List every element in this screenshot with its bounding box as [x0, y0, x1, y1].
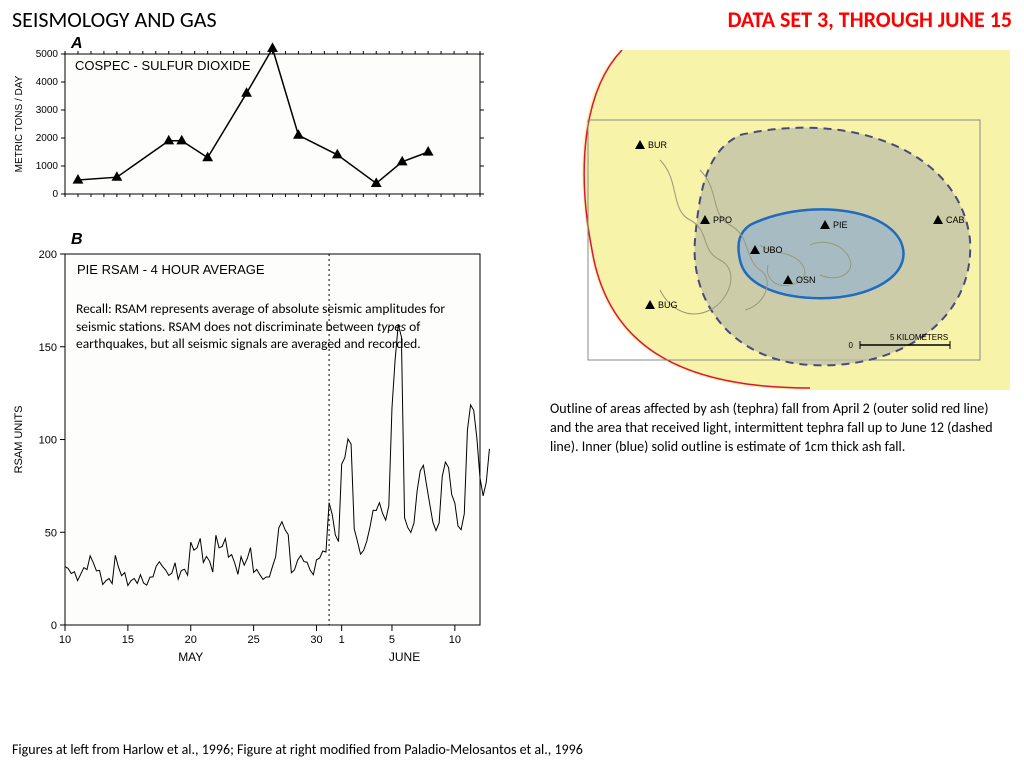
svg-text:100: 100 [39, 435, 57, 447]
rsam-note-ital: types [377, 318, 406, 335]
svg-text:BUG: BUG [658, 300, 678, 310]
svg-text:CAB: CAB [946, 215, 965, 225]
svg-text:4000: 4000 [36, 77, 59, 88]
svg-text:0: 0 [52, 189, 58, 200]
chart-a: A METRIC TONS / DAY 0 1000 2000 3000 4000 5000 C… [10, 34, 490, 204]
svg-text:B: B [71, 231, 83, 248]
svg-text:PPO: PPO [713, 215, 732, 225]
svg-text:3000: 3000 [36, 105, 59, 116]
title-right: DATA SET 3, THROUGH JUNE 15 [728, 6, 1012, 33]
svg-text:1000: 1000 [36, 161, 59, 172]
svg-text:A: A [70, 35, 83, 52]
map: BUR PPO PIE CAB UBO BUG OSN 0 5 KILOMETERS [550, 50, 1010, 390]
svg-text:150: 150 [39, 342, 57, 354]
rsam-note: Recall: RSAM represents average of absol… [76, 300, 476, 353]
svg-text:RSAM UNITS: RSAM UNITS [13, 406, 25, 474]
svg-text:10: 10 [59, 634, 71, 646]
svg-text:PIE RSAM - 4 HOUR AVERAGE: PIE RSAM - 4 HOUR AVERAGE [77, 262, 265, 277]
svg-text:METRIC TONS / DAY: METRIC TONS / DAY [14, 75, 25, 172]
title-left: SEISMOLOGY AND GAS [12, 6, 217, 33]
page: SEISMOLOGY AND GAS DATA SET 3, THROUGH J… [0, 0, 1024, 768]
footer-citation: Figures at left from Harlow et al., 1996… [12, 741, 583, 758]
svg-text:5000: 5000 [36, 49, 59, 60]
svg-text:PIE: PIE [833, 220, 848, 230]
map-caption: Outline of areas affected by ash (tephra… [550, 400, 1010, 457]
svg-text:2000: 2000 [36, 133, 59, 144]
svg-text:UBO: UBO [763, 245, 783, 255]
svg-text:COSPEC - SULFUR DIOXIDE: COSPEC - SULFUR DIOXIDE [75, 58, 251, 73]
svg-text:15: 15 [122, 634, 134, 646]
svg-text:5: 5 [389, 634, 395, 646]
svg-text:1: 1 [339, 634, 345, 646]
svg-text:OSN: OSN [796, 275, 816, 285]
svg-text:0: 0 [51, 620, 57, 632]
svg-text:200: 200 [39, 249, 57, 261]
svg-text:BUR: BUR [648, 140, 668, 150]
svg-text:MAY: MAY [178, 650, 203, 664]
svg-text:10: 10 [449, 634, 461, 646]
svg-text:5 KILOMETERS: 5 KILOMETERS [890, 333, 948, 342]
svg-text:20: 20 [185, 634, 197, 646]
svg-text:30: 30 [310, 634, 322, 646]
svg-text:0: 0 [849, 341, 854, 350]
chart-b: B RSAM UNITS 0 50 100 150 200 PIE RSAM - 4 HOUR… [10, 230, 490, 670]
svg-text:25: 25 [248, 634, 260, 646]
svg-text:JUNE: JUNE [389, 650, 420, 664]
svg-text:50: 50 [45, 527, 57, 539]
